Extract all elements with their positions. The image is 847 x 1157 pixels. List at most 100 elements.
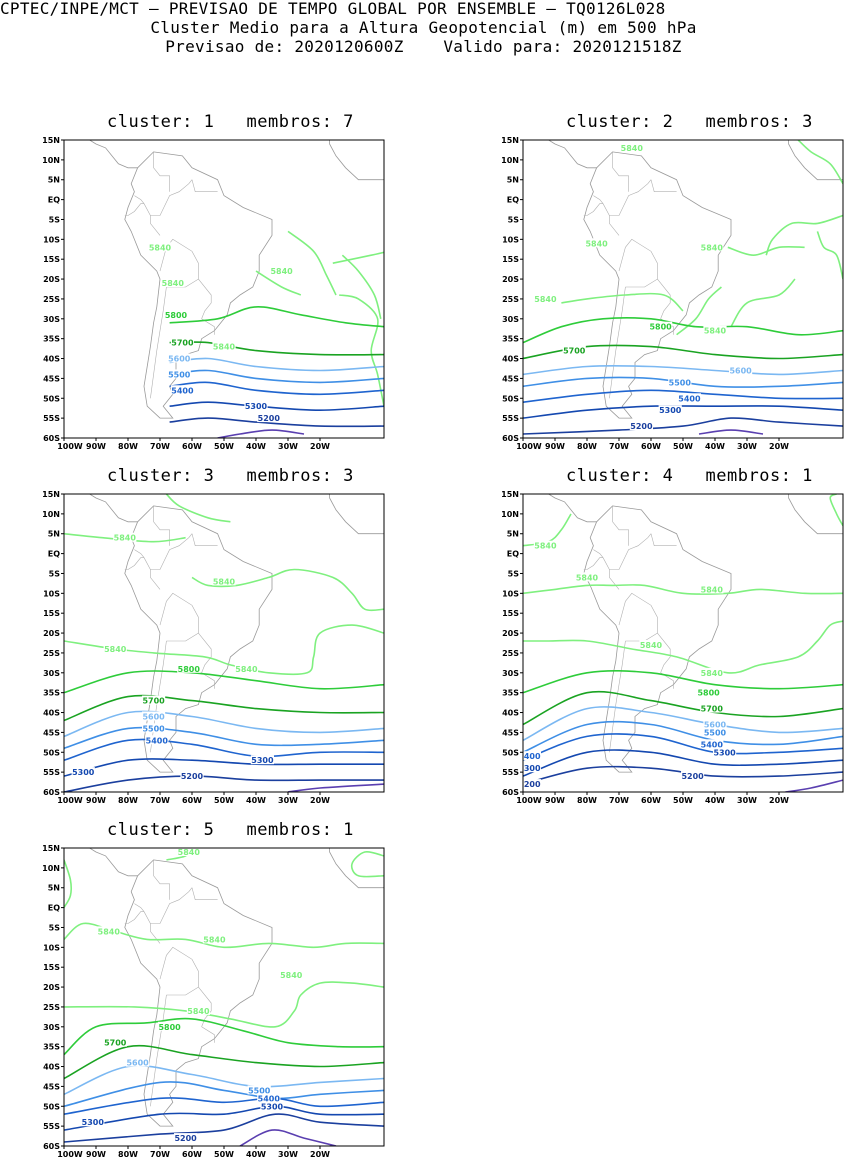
contour-5100 [239, 1129, 337, 1146]
contour-label: 5840 [149, 243, 172, 252]
panel-3-map: 5840 5840 5840 5840 5800 5700 5600 5500 5400 5300… [30, 486, 390, 805]
contour-label: 5600 [142, 713, 165, 722]
lat-label: 5N [48, 884, 60, 893]
contour-label-bg [700, 584, 724, 594]
panel-4-title: cluster: 4 membros: 1 [566, 466, 813, 486]
contour-5840 [765, 214, 843, 256]
contour-label-bg [270, 266, 294, 276]
lon-label: 60W [182, 1150, 202, 1157]
country-border [609, 533, 652, 590]
contour-label-bg [167, 353, 191, 363]
lon-label: 30W [278, 796, 298, 805]
contour-label-bg [161, 278, 185, 287]
contour-5840 [676, 286, 722, 336]
contour-label-bg [533, 540, 557, 550]
contour-label-bg [71, 767, 95, 777]
lat-label: 25S [43, 295, 60, 304]
contour-5500 [523, 720, 843, 754]
lat-label: 45S [43, 728, 60, 737]
panel-5-svg: 5840 5840 5840 5840 5840 5800 5700 5600 55005400… [42, 844, 385, 1157]
lon-label: 30W [737, 796, 757, 805]
contour-label: 5840 [701, 585, 724, 594]
country-border [201, 318, 215, 335]
lon-label: 50W [673, 796, 693, 805]
contour-label: 5400 [678, 394, 701, 403]
lon-label: 90W [545, 442, 565, 451]
contour-label-bg [668, 377, 692, 387]
contour-label-bg [523, 751, 541, 761]
country-border [191, 179, 218, 192]
lat-label: 45S [43, 1082, 60, 1091]
contour-5840 [797, 140, 843, 185]
panel-2-svg: 5840 5840 5840 5840 5840 5800 5700 5600 5500 5400… [501, 136, 844, 451]
contour-label-bg [703, 719, 727, 729]
lon-label: 50W [214, 796, 234, 805]
map-layer: 5840 5840 5840 5840 5800 5700 5600 5500 5400 5300… [89, 140, 384, 438]
lat-label: EQ [507, 196, 519, 205]
panel-1-svg: 5840 5840 5840 5840 5800 5700 5600 5500 5400 5300… [42, 136, 385, 451]
contour-label: 5800 [649, 323, 672, 332]
lon-label: 90W [86, 1150, 106, 1157]
contour-5840 [523, 584, 843, 595]
country-border [612, 505, 629, 546]
panel-2-title: cluster: 2 membros: 3 [566, 112, 813, 132]
contour-label: 5300 [659, 406, 682, 415]
lat-label: 15N [42, 490, 60, 499]
contour-label: 5500 [142, 724, 165, 733]
contour-label: 5840 [534, 295, 557, 304]
lon-label: 40W [705, 796, 725, 805]
contour-label: 5840 [704, 327, 727, 336]
lat-label: 30S [43, 1023, 60, 1032]
lat-label: 10S [43, 235, 60, 244]
lon-label: 20W [310, 1150, 330, 1157]
lat-label: 45S [502, 728, 519, 737]
contour-label-bg [250, 755, 274, 765]
contour-label: 5600 [126, 1059, 149, 1068]
contour-label-bg [174, 1133, 198, 1143]
contour-5840 [165, 494, 231, 523]
contour-label: 5500 [248, 1086, 271, 1095]
country-border [593, 195, 610, 216]
lon-label: 40W [246, 796, 266, 805]
country-border [134, 195, 151, 216]
lon-label: 100W [516, 796, 542, 805]
lon-label: 50W [214, 442, 234, 451]
country-border [657, 632, 671, 673]
central-america-coastline [548, 494, 597, 523]
lat-label: 60S [502, 788, 519, 797]
contour-label: 5840 [213, 343, 236, 352]
africa-coastline [788, 494, 843, 535]
country-border [198, 632, 212, 673]
country-border [618, 592, 658, 642]
contour-label-bg [562, 345, 586, 355]
lat-label: EQ [507, 550, 519, 559]
panel-1-map: 5840 5840 5840 5840 5800 5700 5600 5500 5400 5300… [30, 132, 390, 451]
contour-label-bg [697, 687, 721, 697]
lat-label: 50S [43, 748, 60, 757]
contour-label-bg [170, 385, 194, 395]
contour-label: 5400 [518, 752, 541, 761]
lat-label: 35S [502, 689, 519, 698]
contour-label: 5840 [114, 534, 137, 543]
lon-label: 20W [310, 442, 330, 451]
country-border [150, 179, 193, 236]
contour-label: 5200 [174, 1134, 197, 1143]
africa-coastline [329, 848, 384, 889]
contour-5500 [64, 1081, 384, 1108]
lon-label: 60W [182, 796, 202, 805]
contour-label-bg [244, 401, 268, 411]
contour-label-bg [180, 771, 204, 781]
contour-label-bg [700, 242, 724, 252]
contour-label-bg [97, 926, 121, 936]
contour-5800 [169, 306, 384, 328]
contour-5100 [217, 429, 305, 438]
contour-label: 5700 [563, 347, 586, 356]
lon-label: 40W [705, 442, 725, 451]
lat-label: 10S [43, 943, 60, 952]
lon-label: 90W [545, 796, 565, 805]
contour-label: 5840 [621, 144, 644, 153]
country-border [583, 203, 603, 216]
contour-5700 [169, 341, 384, 356]
country-border [124, 557, 144, 570]
contour-5300 [523, 749, 843, 777]
